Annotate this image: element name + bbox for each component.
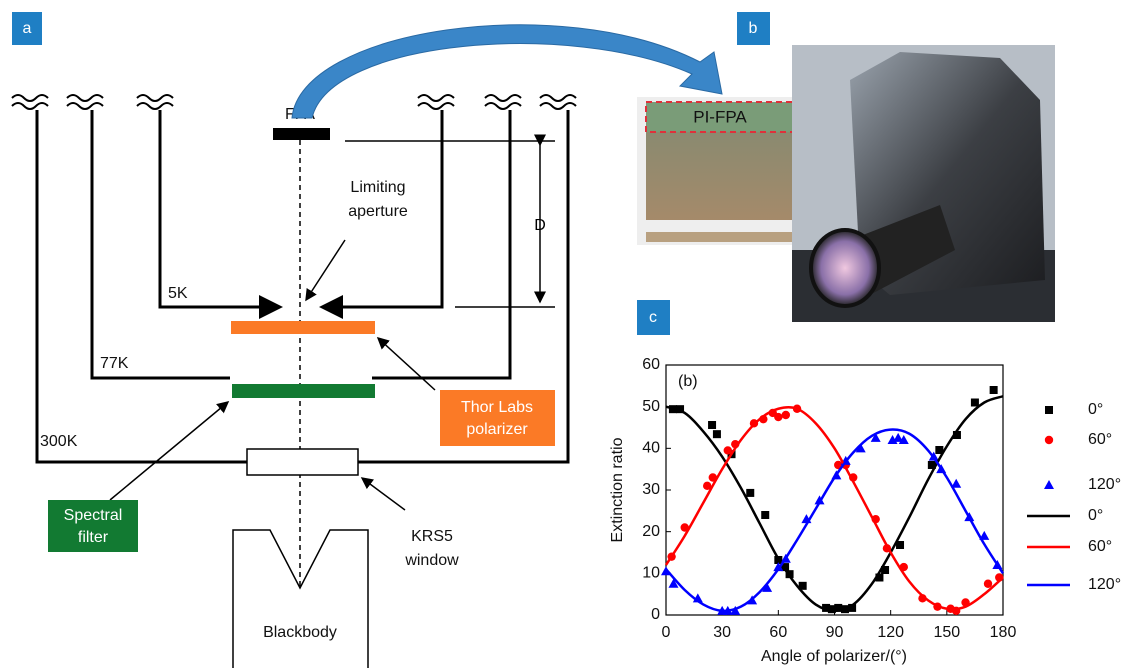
filter-label: filter bbox=[78, 529, 109, 546]
polarizer-label: polarizer bbox=[466, 421, 528, 438]
stage-label: 300K bbox=[40, 433, 78, 450]
y-tick-label: 60 bbox=[642, 356, 660, 373]
y-tick-label: 40 bbox=[642, 440, 660, 457]
legend-label: 0° bbox=[1088, 401, 1103, 418]
page: a FPA Limi bbox=[0, 0, 1130, 670]
y-tick-label: 20 bbox=[642, 523, 660, 540]
chip-pins bbox=[646, 232, 794, 242]
polarizer bbox=[231, 321, 375, 334]
lens bbox=[811, 230, 879, 306]
dimension bbox=[345, 141, 555, 307]
y-tick-label: 50 bbox=[642, 398, 660, 415]
window bbox=[247, 449, 358, 475]
annotation: (b) bbox=[678, 373, 698, 390]
legend-label: 60° bbox=[1088, 538, 1112, 555]
y-tick-label: 10 bbox=[642, 565, 660, 582]
distance-label: D bbox=[534, 217, 546, 234]
legend-marker bbox=[1044, 480, 1054, 489]
point bbox=[971, 399, 979, 407]
point bbox=[984, 580, 992, 588]
point bbox=[713, 430, 721, 438]
window-label: window bbox=[404, 552, 459, 569]
legend-label: 0° bbox=[1088, 507, 1103, 524]
panel-a: a FPA Limi bbox=[12, 12, 722, 668]
chip-label: PI-FPA bbox=[693, 107, 747, 126]
x-tick-label: 120 bbox=[877, 624, 904, 641]
fit-line bbox=[666, 396, 1003, 611]
panel-c: c (b) Angle of polarizer/(°) Extinction … bbox=[609, 300, 1003, 665]
plot-frame bbox=[666, 365, 1003, 615]
blackbody-label: Blackbody bbox=[263, 624, 337, 641]
filter bbox=[232, 384, 375, 398]
chip bbox=[646, 132, 794, 220]
point bbox=[782, 411, 790, 419]
y-tick-label: 0 bbox=[651, 606, 660, 623]
x-tick-label: 60 bbox=[769, 624, 787, 641]
stage-label: 77K bbox=[100, 355, 129, 372]
window-label: KRS5 bbox=[411, 528, 453, 545]
stage-label: 5K bbox=[168, 285, 188, 302]
legend-marker bbox=[1045, 406, 1053, 414]
x-axis-title: Angle of polarizer/(°) bbox=[761, 648, 907, 665]
legend-label: 60° bbox=[1088, 431, 1112, 448]
point bbox=[774, 413, 782, 421]
figure: a FPA Limi bbox=[0, 0, 1130, 670]
aperture-label: Limiting bbox=[350, 179, 405, 196]
x-tick-label: 90 bbox=[826, 624, 844, 641]
panel-label: b bbox=[749, 20, 758, 37]
y-axis-title: Extinction ratio bbox=[609, 437, 626, 542]
x-tick-label: 180 bbox=[990, 624, 1017, 641]
polarizer-label: Thor Labs bbox=[461, 399, 533, 416]
blackbody bbox=[233, 530, 368, 668]
point bbox=[746, 489, 754, 497]
legend-label: 120° bbox=[1088, 576, 1121, 593]
panel-b: b PI-FPA bbox=[637, 12, 1055, 322]
x-tick-label: 0 bbox=[662, 624, 671, 641]
panel-label: c bbox=[649, 309, 657, 326]
x-tick-label: 150 bbox=[933, 624, 960, 641]
point bbox=[708, 421, 716, 429]
y-tick-label: 30 bbox=[642, 481, 660, 498]
legend-marker bbox=[1045, 436, 1053, 444]
panel-label: a bbox=[23, 20, 32, 37]
x-tick-label: 30 bbox=[713, 624, 731, 641]
fpa bbox=[273, 128, 330, 140]
fit-line bbox=[666, 430, 1003, 611]
point bbox=[761, 511, 769, 519]
point bbox=[990, 386, 998, 394]
aperture-label: aperture bbox=[348, 203, 408, 220]
legend-label: 120° bbox=[1088, 476, 1121, 493]
filter-label: Spectral bbox=[64, 507, 123, 524]
